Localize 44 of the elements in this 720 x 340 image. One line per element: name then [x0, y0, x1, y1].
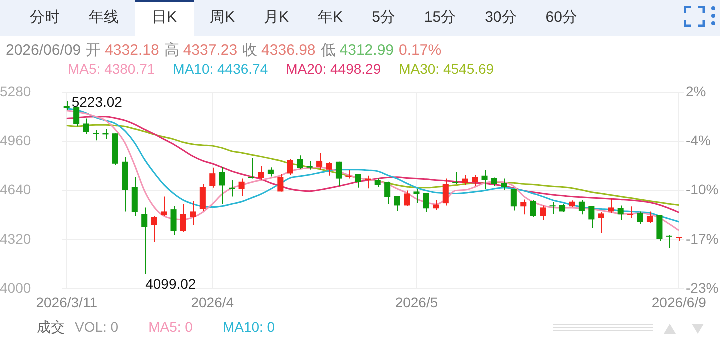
y-tick-label: 5280 — [0, 83, 32, 100]
text: 开 4332.18 — [86, 42, 160, 59]
text: 分时 — [29, 8, 61, 28]
text: MA10: 4436.74 — [173, 61, 268, 77]
text: 年线 — [88, 8, 120, 28]
text: 低 4312.99 — [320, 42, 394, 59]
y-tick-label: 4000 — [0, 280, 32, 296]
text: 30分 — [484, 8, 518, 28]
text: MA20: 4498.29 — [286, 61, 382, 77]
x-tick-label: 2026/3/11 — [36, 294, 98, 310]
y2-tick-label: -4% — [686, 132, 711, 148]
y2-tick-label: -17% — [686, 230, 719, 247]
x-tick-label: 2026/6/9 — [652, 294, 707, 310]
y-tick-label: 4640 — [0, 182, 32, 198]
candlestick — [676, 236, 682, 242]
text: VOL: 0 — [75, 319, 119, 335]
text: MA5: 0 — [148, 319, 193, 335]
text: 日K — [135, 0, 194, 36]
text: 周K — [209, 8, 236, 28]
text: 60分 — [544, 8, 578, 28]
annotation: 4099.02 — [146, 276, 196, 292]
text: 15分 — [423, 8, 458, 28]
line-series — [66, 124, 680, 206]
candlestick — [229, 180, 236, 198]
text: MA5: 4380.71 — [68, 61, 156, 77]
y-tick-label: 4960 — [0, 132, 32, 148]
text: MA30: 4545.69 — [399, 61, 494, 77]
x-tick-label: 2026/4 — [191, 294, 234, 310]
text: 年K — [317, 8, 344, 28]
x-tick-label: 2026/5 — [395, 294, 438, 310]
y-tick-label: 4320 — [0, 230, 32, 247]
y2-tick-label: 2% — [686, 83, 706, 100]
text: 收 4336.98 — [242, 42, 316, 59]
text: 月K — [263, 8, 290, 28]
text: 成交 — [37, 319, 65, 335]
annotation: 5223.02 — [72, 94, 123, 110]
text: 2026/06/09 — [6, 42, 82, 59]
text: MA10: 0 — [222, 319, 276, 335]
candlestick — [414, 188, 420, 204]
y2-tick-label: -10% — [686, 182, 719, 198]
text: 0.17% — [399, 42, 442, 59]
text: 5分 — [371, 8, 396, 28]
y2-tick-label: -23% — [686, 280, 719, 296]
text: 高 4337.23 — [164, 42, 238, 59]
